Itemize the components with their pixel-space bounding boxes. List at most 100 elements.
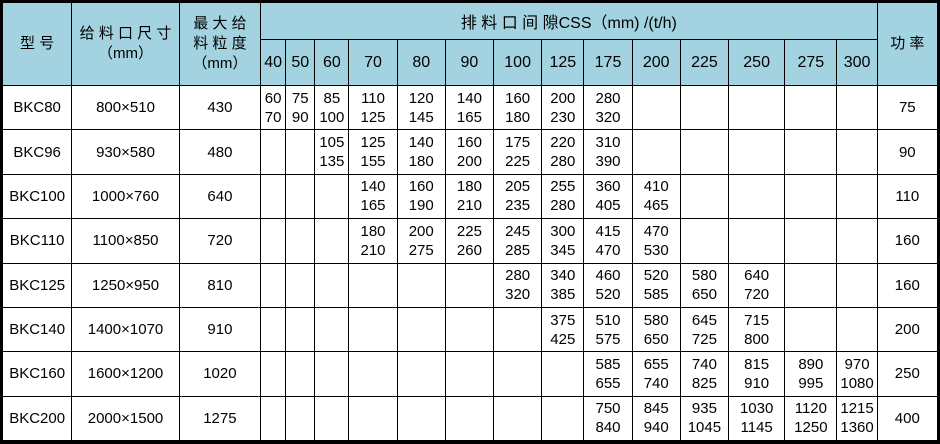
range-value: 720 bbox=[744, 286, 770, 304]
css-value-cell bbox=[396, 351, 446, 397]
css-col-header: 100 bbox=[493, 39, 543, 86]
range-value: 245 bbox=[505, 222, 531, 240]
css-value-cell: 645 725 bbox=[679, 306, 730, 353]
css-value-cell: 200 230 bbox=[541, 84, 585, 131]
css-value-cell bbox=[631, 84, 681, 131]
range-value: 155 bbox=[360, 153, 386, 171]
css-value-cell: 110 125 bbox=[348, 84, 398, 131]
css-value-cell: 415 470 bbox=[583, 218, 633, 264]
range-value: 140 bbox=[408, 134, 434, 152]
css-value-cell: 750 840 bbox=[583, 395, 633, 442]
range-value: 180 bbox=[408, 153, 434, 171]
table-row: BKC140 1400×1070 910 375 425 510 575 580 650 645 7… bbox=[1, 306, 939, 353]
range-value: 580 bbox=[691, 267, 717, 285]
model-cell: BKC200 bbox=[1, 395, 73, 442]
css-value-cell: 935 1045 bbox=[679, 395, 730, 442]
css-value-cell bbox=[348, 306, 398, 353]
range-value: 255 bbox=[550, 178, 576, 196]
range-value: 165 bbox=[456, 108, 482, 126]
css-value-cell: 580 650 bbox=[631, 306, 681, 353]
power-cell: 90 bbox=[876, 129, 939, 175]
max-feed-cell: 720 bbox=[178, 218, 262, 264]
css-value-cell: 300 345 bbox=[541, 218, 585, 264]
css-value-cell bbox=[784, 84, 838, 131]
range-value: 210 bbox=[360, 241, 386, 259]
range-value: 470 bbox=[595, 241, 621, 259]
range-value: 1045 bbox=[687, 419, 722, 437]
range-value: 230 bbox=[550, 108, 576, 126]
css-value-cell bbox=[784, 262, 838, 308]
range-value: 180 bbox=[360, 222, 386, 240]
range-value: 300 bbox=[550, 222, 576, 240]
table-row: BKC160 1600×1200 1020 585 655 655 740 740 825 815… bbox=[1, 351, 939, 397]
css-value-cell bbox=[260, 306, 287, 353]
css-value-cell bbox=[285, 129, 316, 175]
css-value-cell bbox=[493, 306, 543, 353]
range-value: 800 bbox=[744, 330, 770, 348]
css-value-cell: 375 425 bbox=[541, 306, 585, 353]
css-value-cell bbox=[348, 262, 398, 308]
table-row: BKC96 930×580 480 105 135 125 155 140 180 160 200 1… bbox=[1, 129, 939, 175]
range-value: 275 bbox=[408, 241, 434, 259]
range-value: 140 bbox=[360, 178, 386, 196]
range-value: 1360 bbox=[840, 419, 874, 437]
css-value-cell: 200 275 bbox=[396, 218, 446, 264]
css-col-header: 225 bbox=[679, 39, 730, 86]
max-feed-cell: 480 bbox=[178, 129, 262, 175]
range-value: 840 bbox=[595, 419, 621, 437]
css-value-cell: 140 165 bbox=[444, 84, 495, 131]
range-value: 160 bbox=[505, 89, 531, 107]
range-value: 110 bbox=[361, 89, 385, 107]
power-cell: 160 bbox=[876, 262, 939, 308]
css-value-cell bbox=[314, 306, 350, 353]
css-value-cell bbox=[260, 173, 287, 220]
css-value-cell bbox=[285, 218, 316, 264]
range-value: 175 bbox=[505, 134, 531, 152]
css-value-cell: 470 530 bbox=[631, 218, 681, 264]
css-value-cell: 580 650 bbox=[679, 262, 730, 308]
range-value: 585 bbox=[595, 355, 621, 373]
css-value-cell: 890 995 bbox=[784, 351, 838, 397]
range-value: 465 bbox=[643, 197, 669, 215]
range-value: 460 bbox=[595, 267, 621, 285]
range-value: 740 bbox=[691, 355, 717, 373]
css-value-cell: 310 390 bbox=[583, 129, 633, 175]
range-value: 280 bbox=[505, 267, 531, 285]
range-value: 390 bbox=[595, 153, 621, 171]
css-value-cell bbox=[728, 129, 786, 175]
model-cell: BKC110 bbox=[1, 218, 73, 264]
range-value: 190 bbox=[408, 197, 434, 215]
css-value-cell bbox=[784, 129, 838, 175]
range-value: 375 bbox=[550, 311, 576, 329]
css-value-cell bbox=[836, 262, 878, 308]
css-value-cell bbox=[314, 218, 350, 264]
table-body: BKC80 800×510 430 60 70 75 90 85 100 110 125 120 145… bbox=[1, 84, 939, 442]
css-value-cell bbox=[348, 395, 398, 442]
range-value: 280 bbox=[550, 197, 576, 215]
css-value-cell: 280 320 bbox=[493, 262, 543, 308]
css-value-cell bbox=[314, 173, 350, 220]
css-value-cell bbox=[314, 395, 350, 442]
feed-size-cell: 800×510 bbox=[71, 84, 180, 131]
css-value-cell: 125 155 bbox=[348, 129, 398, 175]
range-value: 85 bbox=[323, 89, 341, 107]
range-value: 160 bbox=[408, 178, 434, 196]
css-value-cell: 180 210 bbox=[348, 218, 398, 264]
css-col-header: 200 bbox=[631, 39, 681, 86]
model-cell: BKC96 bbox=[1, 129, 73, 175]
model-cell: BKC160 bbox=[1, 351, 73, 397]
css-value-cell: 225 260 bbox=[444, 218, 495, 264]
css-value-cell: 160 190 bbox=[396, 173, 446, 220]
css-value-cell: 120 145 bbox=[396, 84, 446, 131]
range-value: 890 bbox=[798, 355, 824, 373]
range-value: 1145 bbox=[740, 419, 773, 437]
css-value-cell: 140 180 bbox=[396, 129, 446, 175]
css-col-header: 125 bbox=[541, 39, 585, 86]
css-value-cell bbox=[444, 395, 495, 442]
css-value-cell: 85 100 bbox=[314, 84, 350, 131]
range-value: 655 bbox=[643, 355, 669, 373]
model-cell: BKC80 bbox=[1, 84, 73, 131]
css-value-cell: 815 910 bbox=[728, 351, 786, 397]
css-value-cell: 410 465 bbox=[631, 173, 681, 220]
